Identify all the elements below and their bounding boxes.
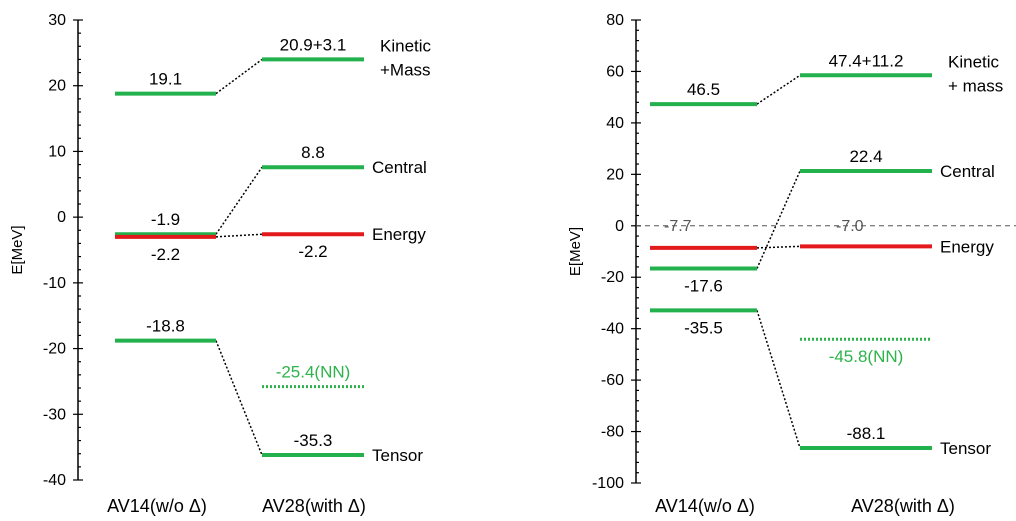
level-value-label: -88.1 bbox=[847, 424, 886, 443]
y-tick-label: -10 bbox=[43, 275, 66, 292]
y-tick-label: 0 bbox=[615, 218, 624, 235]
y-axis-label: E[MeV] bbox=[567, 227, 584, 276]
level-name-label: Energy bbox=[372, 225, 426, 244]
level-name-label-line2: +Mass bbox=[380, 60, 431, 79]
y-tick-label: 30 bbox=[48, 12, 66, 29]
chart-2: -100 -80 -60 -40 -20 0 20 40 60 80 E[MeV] AV14(w/o … bbox=[567, 12, 1016, 516]
y-tick-label: -20 bbox=[43, 341, 66, 358]
level-value-label: -2.2 bbox=[151, 245, 180, 264]
y-tick-label: 10 bbox=[48, 143, 66, 160]
y-tick-label: -20 bbox=[601, 269, 624, 286]
level-value-label: 19.1 bbox=[149, 70, 182, 89]
level-connector bbox=[756, 245, 801, 249]
y-tick-label: -40 bbox=[601, 321, 624, 338]
y-tick-label: -100 bbox=[592, 475, 624, 492]
y-tick-label: 0 bbox=[57, 209, 66, 226]
level-name-label: Tensor bbox=[372, 446, 423, 465]
level-name-label: Kinetic bbox=[948, 52, 1000, 71]
category-label: AV14(w/o Δ) bbox=[107, 496, 207, 516]
level-connector bbox=[756, 74, 801, 105]
level-value-label: -18.8 bbox=[146, 317, 185, 336]
y-tick-label: -40 bbox=[43, 472, 66, 489]
level-connector bbox=[215, 233, 263, 238]
zero-label-av28: -7.0 bbox=[836, 218, 864, 235]
y-tick-label: -60 bbox=[601, 372, 624, 389]
level-connector bbox=[756, 170, 801, 269]
level-value-label: -35.3 bbox=[294, 431, 333, 450]
y-tick-label: 40 bbox=[606, 115, 624, 132]
level-value-label: 8.8 bbox=[301, 143, 325, 162]
y-tick-label: 80 bbox=[606, 12, 624, 29]
zero-label-av14: -7.7 bbox=[664, 218, 692, 235]
level-name-label-line2: + mass bbox=[948, 76, 1003, 95]
level-value-label: 46.5 bbox=[687, 80, 720, 99]
level-value-label: -2.2 bbox=[298, 242, 327, 261]
level-value-label: -35.5 bbox=[684, 318, 723, 337]
level-value-label: 47.4+11.2 bbox=[829, 51, 904, 70]
level-connector bbox=[756, 310, 801, 449]
level-name-label: Energy bbox=[940, 237, 994, 256]
y-tick-label: -80 bbox=[601, 424, 624, 441]
level-name-label: Central bbox=[940, 162, 995, 181]
level-connector bbox=[215, 58, 263, 95]
level-value-label: 22.4 bbox=[849, 147, 882, 166]
level-name-label: Central bbox=[372, 158, 427, 177]
level-value-label: -1.9 bbox=[151, 210, 180, 229]
level-connector bbox=[215, 340, 263, 456]
level-name-label: Kinetic bbox=[380, 36, 432, 55]
nn-level-label: -45.8(NN) bbox=[829, 347, 904, 366]
category-label: AV28(with Δ) bbox=[262, 496, 366, 516]
category-label: AV28(with Δ) bbox=[851, 496, 955, 516]
level-value-label: -17.6 bbox=[684, 276, 723, 295]
chart-1: -40 -30 -20 -10 0 10 20 30 E[MeV] AV14(w/o Δ) AV28… bbox=[9, 12, 432, 516]
y-tick-label: 20 bbox=[606, 166, 624, 183]
y-axis-label: E[MeV] bbox=[9, 225, 26, 274]
level-value-label: 20.9+3.1 bbox=[280, 35, 347, 54]
level-name-label: Tensor bbox=[940, 439, 991, 458]
category-label: AV14(w/o Δ) bbox=[655, 496, 755, 516]
nn-level-label: -25.4(NN) bbox=[276, 363, 351, 382]
y-tick-label: 60 bbox=[606, 63, 624, 80]
y-tick-label: -30 bbox=[43, 406, 66, 423]
y-tick-label: 20 bbox=[48, 78, 66, 95]
level-connector bbox=[215, 166, 263, 235]
